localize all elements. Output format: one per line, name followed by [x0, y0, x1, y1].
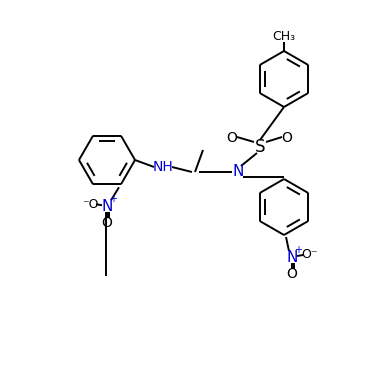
- Text: O: O: [102, 216, 112, 230]
- Text: +: +: [109, 194, 117, 204]
- Text: NH: NH: [153, 160, 173, 174]
- Text: +: +: [294, 245, 302, 255]
- Text: N: N: [101, 199, 112, 214]
- Text: CH₃: CH₃: [272, 30, 296, 44]
- Text: O: O: [286, 267, 297, 281]
- Text: O⁻: O⁻: [302, 248, 318, 262]
- Text: ⁻O: ⁻O: [82, 198, 98, 211]
- Text: O: O: [282, 131, 292, 145]
- Text: S: S: [255, 138, 265, 156]
- Text: N: N: [286, 250, 298, 265]
- Text: O: O: [226, 131, 237, 145]
- Text: N: N: [232, 164, 244, 179]
